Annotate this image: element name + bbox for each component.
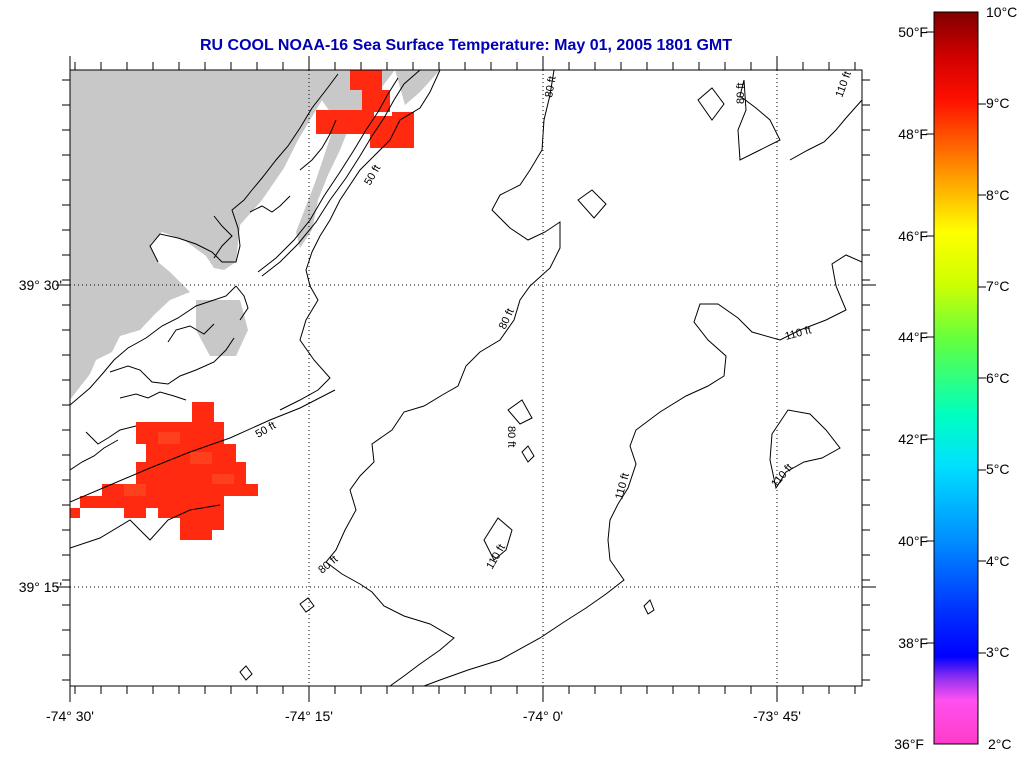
cb-f-48: 48°F [898, 126, 928, 142]
contour-50ft-a [70, 389, 336, 503]
cb-f-50: 50°F [898, 24, 928, 40]
contour-110ft [789, 99, 862, 161]
cb-c-8: 8°C [986, 187, 1010, 203]
cb-c-3: 3°C [986, 644, 1010, 660]
lat-label-1: 39° 30' [19, 277, 62, 293]
cb-c-5: 5°C [986, 461, 1010, 477]
axis-ticks [56, 56, 876, 702]
cb-c-6: 6°C [986, 370, 1010, 386]
cb-c-10: 10°C [986, 4, 1017, 20]
cb-f-38: 38°F [898, 635, 928, 651]
colorbar-gradient [933, 11, 979, 745]
lon-label-4: -73° 45' [753, 708, 801, 724]
cb-f-36: 36°F [894, 736, 924, 752]
cb-f-40: 40°F [898, 533, 928, 549]
land-mass [70, 70, 340, 400]
lon-label-2: -74° 15' [285, 708, 333, 724]
colorbar: 50°F 48°F 46°F 44°F 42°F 40°F 38°F 36°F … [894, 4, 1017, 752]
coastline [70, 73, 339, 471]
graticule [70, 70, 862, 686]
cb-c-2: 2°C [988, 736, 1012, 752]
lon-label-3: -74° 0' [523, 708, 563, 724]
map-frame [69, 69, 863, 687]
cb-c-4: 4°C [986, 553, 1010, 569]
contour-80ft [325, 70, 561, 686]
contour-label-80-a: 80 ft [543, 75, 559, 98]
sst-pixels-north [316, 70, 414, 148]
lat-label-2: 39° 15' [19, 579, 62, 595]
contour-label-80-d: 80 ft [505, 426, 517, 447]
cb-f-46: 46°F [898, 228, 928, 244]
lon-label-1: -74° 30' [46, 708, 94, 724]
contour-label-80-b: 80 ft [735, 83, 747, 104]
cb-c-7: 7°C [986, 278, 1010, 294]
cb-f-42: 42°F [898, 431, 928, 447]
map-title: RU COOL NOAA-16 Sea Surface Temperature:… [199, 37, 733, 54]
contour-50ft-b [279, 70, 441, 411]
cb-f-44: 44°F [898, 329, 928, 345]
cb-c-9: 9°C [986, 95, 1010, 111]
